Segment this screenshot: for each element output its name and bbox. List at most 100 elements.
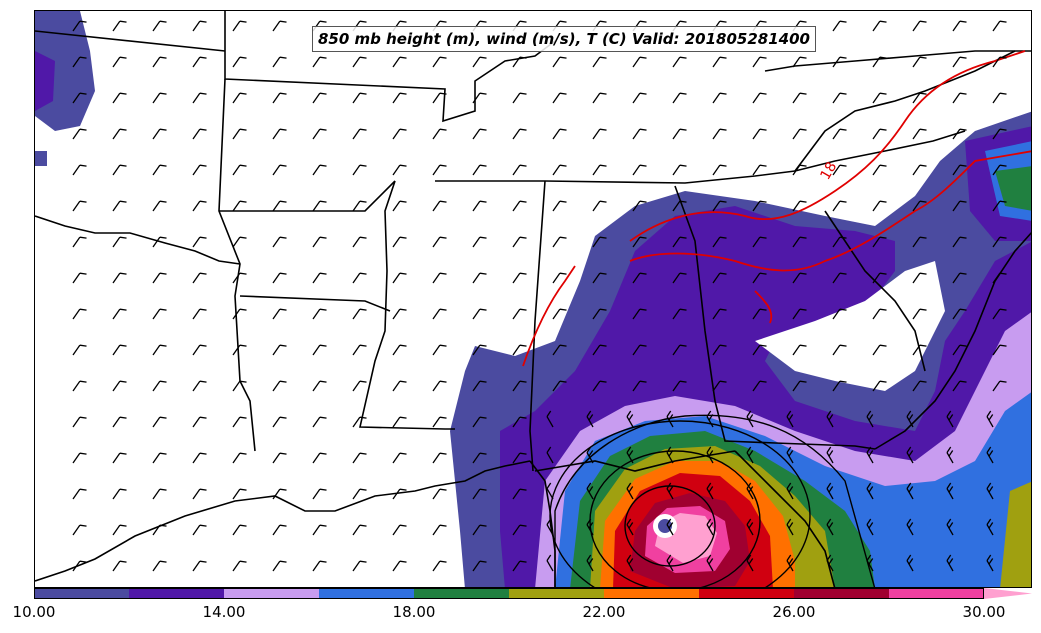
wind-barb	[272, 128, 287, 140]
wind-barb	[746, 410, 754, 428]
wind-barb	[552, 200, 567, 212]
wind-barb	[232, 92, 247, 104]
wind-barb	[952, 92, 967, 104]
wind-barb	[192, 416, 207, 428]
wind-barb	[272, 92, 287, 104]
wind-barb	[746, 554, 754, 572]
wind-barb	[872, 344, 887, 356]
wind-barb	[672, 200, 687, 212]
wind-barb	[866, 482, 874, 500]
wind-barb	[312, 452, 327, 464]
wind-barb	[712, 200, 727, 212]
wind-barb	[432, 236, 447, 248]
wind-barb	[626, 554, 634, 572]
wind-barb	[232, 164, 247, 176]
wind-barb	[946, 518, 954, 536]
wind-barb	[952, 164, 967, 176]
wind-barb	[752, 380, 767, 392]
wind-barb	[632, 56, 647, 68]
wind-barb	[752, 344, 767, 356]
wind-barb	[512, 380, 527, 392]
wind-barb	[826, 482, 834, 500]
map-frame: 850 mb height (m), wind (m/s), T (C) Val…	[34, 10, 1032, 588]
wind-barb	[112, 92, 127, 104]
wind-barb	[666, 446, 674, 464]
wind-barb	[392, 308, 407, 320]
wind-barb	[432, 308, 447, 320]
wind-barb	[912, 164, 927, 176]
wind-barb	[906, 554, 914, 572]
colorbar-tick-label: 30.00	[962, 603, 1006, 621]
wind-barb	[946, 482, 954, 500]
wind-barb	[986, 518, 994, 536]
wind-barb	[872, 128, 887, 140]
wind-barb	[952, 308, 967, 320]
wind-barb	[392, 92, 407, 104]
wind-barb	[552, 272, 567, 284]
wind-barb	[986, 446, 994, 464]
wind-barb	[432, 560, 447, 572]
wind-barb	[152, 488, 167, 500]
wind-barb	[232, 308, 247, 320]
wind-barb	[192, 524, 207, 536]
wind-barbs	[72, 20, 1007, 572]
wind-barb	[986, 482, 994, 500]
wind-barb	[792, 164, 807, 176]
wind-barb	[112, 236, 127, 248]
wind-barb	[432, 128, 447, 140]
wind-barb	[432, 380, 447, 392]
wind-barb	[352, 416, 367, 428]
wind-barb	[786, 554, 794, 572]
wind-barb	[312, 380, 327, 392]
wind-barb	[352, 236, 367, 248]
wind-barb	[272, 20, 287, 32]
colorbar-segment	[319, 588, 415, 599]
wind-barb	[312, 164, 327, 176]
wind-barb	[552, 128, 567, 140]
wind-barb	[352, 164, 367, 176]
wind-barb	[786, 482, 794, 500]
wind-barb	[112, 488, 127, 500]
wind-barb	[152, 200, 167, 212]
wind-barb	[352, 452, 367, 464]
wind-barb	[72, 20, 87, 32]
wind-barb	[432, 200, 447, 212]
wind-barb	[272, 524, 287, 536]
wind-barb	[626, 518, 634, 536]
wind-barb	[272, 344, 287, 356]
wind-barb	[912, 380, 927, 392]
wind-barb	[272, 236, 287, 248]
wind-barb	[72, 416, 87, 428]
wind-barb	[312, 128, 327, 140]
wind-barb	[192, 92, 207, 104]
wind-barb	[552, 344, 567, 356]
wind-barb	[112, 344, 127, 356]
wind-barb	[392, 56, 407, 68]
wind-barb	[472, 308, 487, 320]
wind-barb	[392, 164, 407, 176]
wind-barb	[232, 488, 247, 500]
wind-barb	[672, 128, 687, 140]
wind-barb	[192, 20, 207, 32]
colorbar	[34, 588, 1032, 599]
wind-barb	[826, 554, 834, 572]
wind-barb	[152, 236, 167, 248]
colorbar-segment	[889, 588, 985, 599]
wind-barb	[312, 416, 327, 428]
colorbar-segment	[129, 588, 225, 599]
wind-barb	[272, 308, 287, 320]
wind-barb	[832, 236, 847, 248]
wind-barb	[512, 452, 527, 464]
wind-barb	[632, 164, 647, 176]
wind-barb	[792, 380, 807, 392]
wind-barb	[72, 272, 87, 284]
wind-barb	[546, 446, 554, 464]
wind-barb	[272, 380, 287, 392]
wind-barb	[392, 488, 407, 500]
wind-barb	[352, 560, 367, 572]
wind-barb	[712, 128, 727, 140]
wind-barb	[872, 380, 887, 392]
wind-barb	[512, 416, 527, 428]
wind-barb	[832, 308, 847, 320]
wind-barb	[152, 344, 167, 356]
